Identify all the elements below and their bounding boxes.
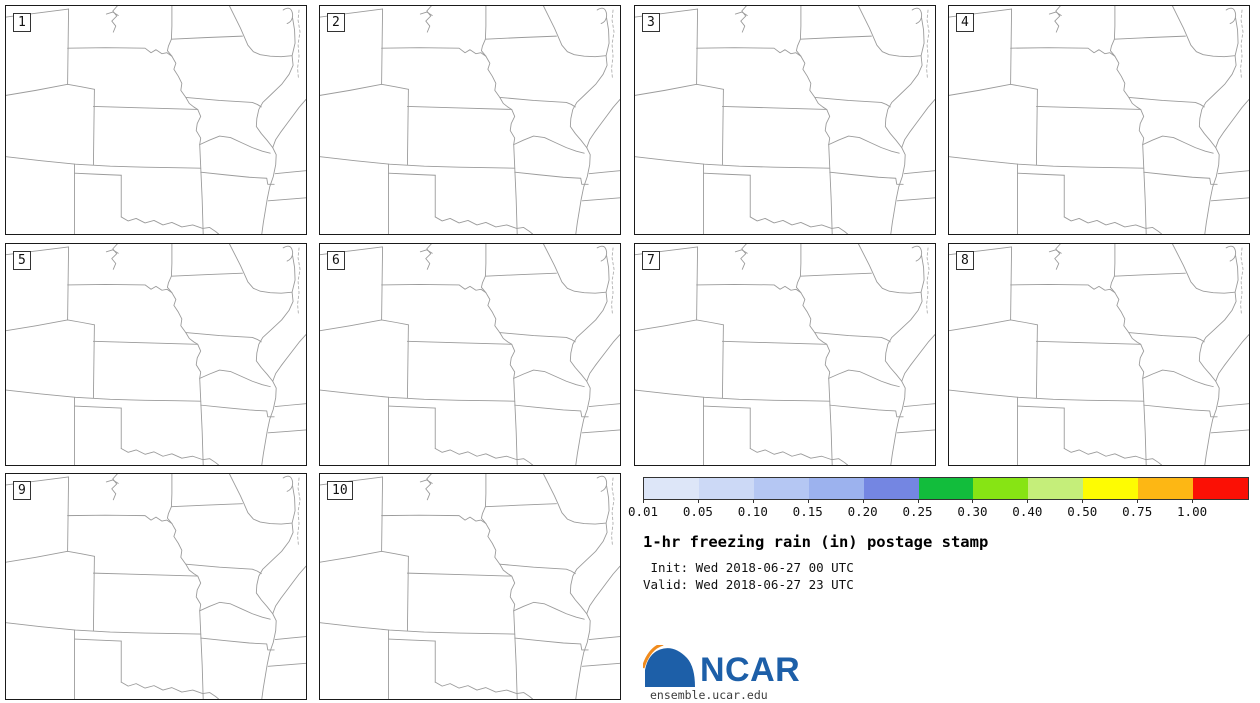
state-borders-map [635, 244, 935, 465]
colorbar-segment [1193, 478, 1248, 499]
colorbar-segment [644, 478, 699, 499]
ncar-logo: NCAR [643, 645, 800, 687]
colorbar-tick-label: 0.20 [847, 504, 878, 519]
state-borders-map [949, 244, 1249, 465]
colorbar-segment [918, 478, 974, 499]
member-panel-3: 3 [634, 5, 936, 235]
colorbar-tick-label: 0.01 [627, 504, 659, 519]
colorbar-segment [1028, 478, 1084, 499]
state-borders-map [320, 474, 620, 699]
colorbar-tickmark [697, 499, 699, 503]
member-panel-1: 1 [5, 5, 307, 235]
colorbar-segment [698, 478, 754, 499]
member-number: 7 [642, 251, 660, 270]
valid-time: Valid: Wed 2018-06-27 23 UTC [643, 577, 854, 592]
colorbar-tick-label: 0.25 [902, 504, 933, 519]
colorbar-segment [973, 478, 1029, 499]
member-number: 6 [327, 251, 345, 270]
colorbar-tick-label: 0.15 [792, 504, 823, 519]
colorbar-tick-label: 0.10 [737, 504, 768, 519]
colorbar-segment [1083, 478, 1139, 499]
run-times: Init: Wed 2018-06-27 00 UTC Valid: Wed 2… [643, 559, 854, 593]
colorbar-tickmark [862, 499, 864, 503]
colorbar-tick-label: 0.30 [957, 504, 988, 519]
member-number: 2 [327, 13, 345, 32]
colorbar-tick-label: 0.50 [1067, 504, 1098, 519]
state-borders-map [6, 6, 306, 234]
member-panel-10: 10 [319, 473, 621, 700]
member-panel-4: 4 [948, 5, 1250, 235]
ncar-wordmark: NCAR [700, 651, 801, 689]
member-number: 3 [642, 13, 660, 32]
member-panel-5: 5 [5, 243, 307, 466]
colorbar-tickmark [1137, 499, 1139, 503]
member-panel-2: 2 [319, 5, 621, 235]
member-panel-8: 8 [948, 243, 1250, 466]
site-url: ensemble.ucar.edu [650, 688, 768, 702]
plot-title: 1-hr freezing rain (in) postage stamp [643, 533, 989, 551]
colorbar-tickmark [643, 499, 644, 503]
member-number: 10 [327, 481, 353, 500]
member-panel-9: 9 [5, 473, 307, 700]
colorbar-tickmark [752, 499, 754, 503]
colorbar-tickmark [917, 499, 919, 503]
state-borders-map [6, 474, 306, 699]
colorbar-tickmark [972, 499, 974, 503]
colorbar-tickmark [1082, 499, 1084, 503]
colorbar-tick-label: 1.00 [1177, 504, 1208, 519]
state-borders-map [635, 6, 935, 234]
colorbar-segment [863, 478, 919, 499]
state-borders-map [320, 244, 620, 465]
ncar-logo-icon [643, 645, 695, 687]
colorbar-segment [1138, 478, 1194, 499]
legend-block: 0.01 0.05 0.10 0.15 0.20 0.25 0.30 0.40 0.50 0.75… [628, 473, 1253, 703]
colorbar-tick-label: 0.05 [682, 504, 713, 519]
colorbar-tickmark [1192, 499, 1194, 503]
member-number: 5 [13, 251, 31, 270]
state-borders-map [949, 6, 1249, 234]
member-panel-6: 6 [319, 243, 621, 466]
init-time: Init: Wed 2018-06-27 00 UTC [643, 560, 854, 575]
member-number: 1 [13, 13, 31, 32]
colorbar-tick-label: 0.75 [1122, 504, 1153, 519]
colorbar-tickmark [807, 499, 809, 503]
colorbar-ticks: 0.01 0.05 0.10 0.15 0.20 0.25 0.30 0.40 0.50 0.75… [628, 498, 1247, 520]
state-borders-map [320, 6, 620, 234]
state-borders-map [6, 244, 306, 465]
colorbar-tick-label: 0.40 [1012, 504, 1043, 519]
member-panel-7: 7 [634, 243, 936, 466]
colorbar-tickmark [1027, 499, 1029, 503]
member-number: 8 [956, 251, 974, 270]
colorbar-segment [753, 478, 809, 499]
member-number: 9 [13, 481, 31, 500]
colorbar [643, 477, 1249, 500]
member-number: 4 [956, 13, 974, 32]
colorbar-segment [808, 478, 864, 499]
